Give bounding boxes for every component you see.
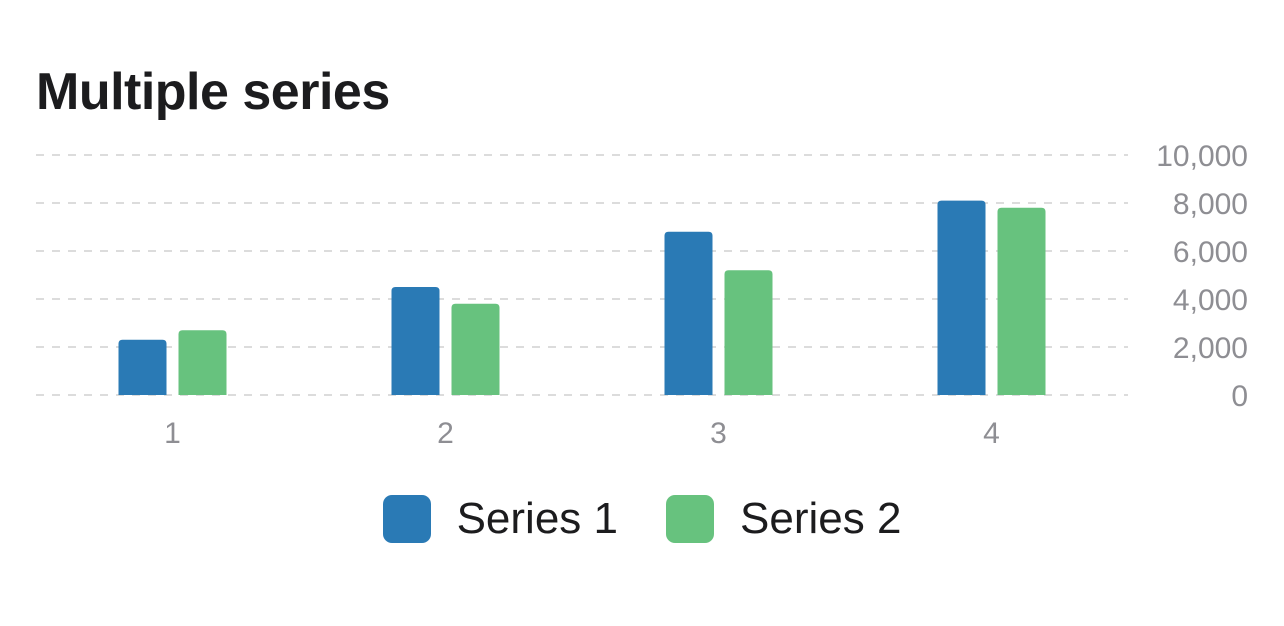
x-tick-label: 4 <box>983 417 1000 450</box>
bar-series-2-category-3[interactable] <box>724 270 773 395</box>
x-axis-ticks: 1 2 3 4 <box>164 417 1000 450</box>
y-tick-label: 0 <box>1231 380 1248 413</box>
legend-label-series-2: Series 2 <box>740 494 902 543</box>
legend: Series 1 Series 2 <box>0 494 1284 544</box>
x-tick-label: 2 <box>437 417 454 450</box>
y-tick-label: 10,000 <box>1156 140 1248 173</box>
bar-series-2-category-4[interactable] <box>997 207 1046 395</box>
x-tick-label: 1 <box>164 417 181 450</box>
y-tick-label: 4,000 <box>1173 284 1248 317</box>
bars <box>118 200 1046 395</box>
x-tick-label: 3 <box>710 417 727 450</box>
bar-series-2-category-1[interactable] <box>178 330 227 395</box>
y-axis-ticks: 0 2,000 4,000 6,000 8,000 10,000 <box>1156 140 1248 413</box>
legend-item-series-2[interactable]: Series 2 <box>666 494 901 544</box>
legend-swatch-series-1 <box>382 495 431 543</box>
chart-title: Multiple series <box>36 63 390 121</box>
bar-chart: 0 2,000 4,000 6,000 8,000 10,000 1 2 3 4 <box>36 140 1248 450</box>
y-tick-label: 2,000 <box>1173 332 1248 365</box>
y-tick-label: 8,000 <box>1173 188 1248 221</box>
legend-swatch-series-2 <box>666 495 714 543</box>
legend-item-series-1[interactable]: Series 1 <box>382 494 618 544</box>
y-tick-label: 6,000 <box>1173 236 1248 269</box>
bar-series-1-category-3[interactable] <box>664 231 713 395</box>
bar-series-1-category-1[interactable] <box>118 339 167 395</box>
bar-series-2-category-2[interactable] <box>451 303 500 395</box>
bar-series-1-category-2[interactable] <box>391 287 440 395</box>
bar-series-1-category-4[interactable] <box>937 200 986 395</box>
legend-label-series-1: Series 1 <box>456 494 618 543</box>
